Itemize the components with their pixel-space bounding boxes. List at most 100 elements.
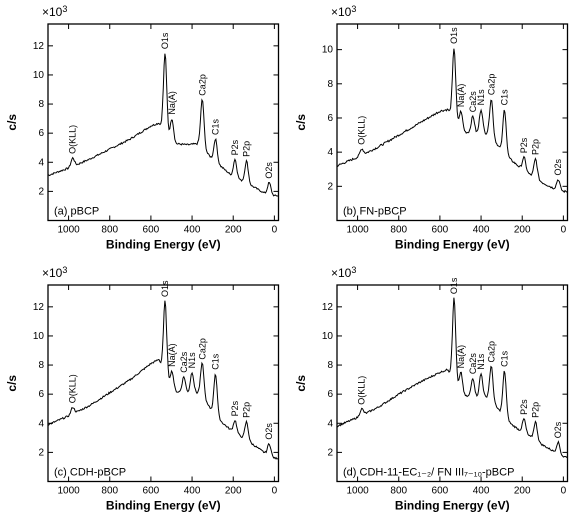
y-tick-label: 6: [327, 113, 333, 124]
x-tick-label: 0: [560, 485, 566, 496]
panel-b: ×103 2 4 6 8 10 1000 800 600 400 200 0 Binding Energ…: [289, 0, 577, 261]
y-tick-label: 8: [38, 99, 44, 110]
panel-caption: (a) pBCP: [54, 206, 99, 218]
peak-label: P2p: [242, 141, 252, 157]
panel-a: ×1032468101210008006004002000Binding Ene…: [0, 0, 289, 261]
peak-label: O2s: [264, 422, 274, 439]
x-tick-label: 400: [472, 225, 489, 236]
y-tick-label: 4: [38, 418, 44, 429]
peak-label: O(KLL): [356, 116, 366, 145]
peak-label: P2s: [230, 400, 240, 416]
y-tick-label: 2: [327, 447, 333, 458]
peak-label: Na(A): [167, 343, 177, 367]
y-tick-label: 8: [327, 79, 333, 90]
y-tick-label: 12: [33, 301, 45, 312]
x-tick-label: 600: [143, 485, 160, 496]
y-tick-label: 10: [321, 45, 333, 56]
y-multiplier: ×103: [331, 4, 356, 19]
peak-label: C1s: [211, 353, 221, 370]
y-tick-label: 12: [321, 301, 333, 312]
x-tick-label: 800: [101, 485, 118, 496]
x-tick-label: 1000: [57, 225, 80, 236]
peak-label: O1s: [449, 27, 459, 44]
x-tick-label: 200: [513, 485, 530, 496]
y-tick-label: 6: [38, 128, 44, 139]
x-tick-label: 200: [225, 225, 242, 236]
chart-panel: ×1032468101210008006004002000Binding Ene…: [289, 261, 577, 521]
peak-label: N1s: [476, 89, 486, 106]
x-axis-label: Binding Energy (eV): [394, 498, 509, 512]
panel-c: ×1032468101210008006004002000Binding Ene…: [0, 261, 289, 521]
peak-label: O2s: [264, 162, 274, 179]
y-tick-label: 6: [327, 389, 333, 400]
y-tick-label: 2: [38, 447, 44, 458]
x-tick-label: 1000: [346, 225, 369, 236]
y-tick-label: 2: [327, 181, 333, 192]
x-tick-label: 600: [431, 485, 448, 496]
plot-frame: [337, 285, 568, 482]
x-tick-label: 200: [513, 225, 530, 236]
x-tick-label: 600: [143, 225, 160, 236]
chart-panel: ×1032468101210008006004002000Binding Ene…: [0, 261, 289, 521]
y-multiplier: ×103: [331, 265, 356, 280]
peak-label: O2s: [553, 421, 563, 438]
x-tick-label: 400: [472, 485, 489, 496]
panel-caption: (c) CDH-pBCP: [54, 466, 126, 478]
peak-label: O2s: [553, 158, 563, 175]
x-tick-label: 400: [184, 225, 201, 236]
y-tick-label: 4: [327, 147, 333, 158]
x-tick-label: 600: [431, 225, 448, 236]
x-tick-label: 400: [184, 485, 201, 496]
peak-label: Ca2p: [486, 340, 496, 362]
peak-label: Na(A): [167, 91, 177, 115]
peak-label: P2p: [242, 401, 252, 417]
panel-caption: (d) CDH-11-EC₁₋₂/ FN III₇₋₁₀-pBCP: [343, 466, 514, 478]
y-tick-label: 6: [38, 389, 44, 400]
x-axis-label: Binding Energy (eV): [394, 238, 509, 252]
x-tick-label: 1000: [57, 485, 80, 496]
peak-label: O1s: [160, 280, 170, 297]
y-tick-label: 8: [327, 360, 333, 371]
x-tick-label: 0: [272, 485, 278, 496]
x-tick-label: 800: [390, 225, 407, 236]
peak-label: O(KLL): [356, 375, 366, 404]
peak-label: Na(A): [455, 84, 465, 108]
peak-label: Na(A): [455, 344, 465, 368]
chart-panel: ×103 2 4 6 8 10 1000 800 600 400 200 0 Binding Energ…: [289, 0, 577, 261]
plot-frame: [337, 24, 568, 221]
peak-label: O(KLL): [68, 374, 78, 403]
peak-label: P2s: [519, 137, 529, 153]
peak-label: C1s: [499, 89, 509, 106]
y-multiplier: ×103: [42, 265, 67, 280]
peak-label: Ca2p: [197, 74, 207, 96]
y-tick-label: 4: [327, 418, 333, 429]
y-axis-label: c/s: [294, 114, 308, 131]
plot-frame: [48, 24, 279, 221]
plot-frame: [48, 285, 279, 482]
y-tick-label: 10: [33, 70, 45, 81]
x-axis-label: Binding Energy (eV): [106, 498, 221, 512]
x-tick-label: 800: [101, 225, 118, 236]
y-tick-label: 10: [33, 330, 45, 341]
x-axis-label: Binding Energy (eV): [106, 238, 221, 252]
x-tick-label: 0: [272, 225, 278, 236]
peak-label: P2p: [530, 139, 540, 155]
x-tick-label: 1000: [346, 485, 369, 496]
peak-label: O1s: [449, 277, 459, 294]
y-axis-label: c/s: [294, 374, 308, 391]
peak-label: P2s: [230, 139, 240, 155]
x-tick-label: 0: [560, 225, 566, 236]
y-tick-label: 4: [38, 157, 44, 168]
y-tick-label: 10: [321, 330, 333, 341]
y-multiplier: ×103: [42, 4, 67, 19]
chart-panel: ×1032468101210008006004002000Binding Ene…: [0, 0, 289, 261]
peak-label: N1s: [187, 351, 197, 368]
y-axis-label: c/s: [5, 374, 19, 391]
y-tick-label: 2: [38, 186, 44, 197]
peak-label: C1s: [211, 118, 221, 135]
panel-d: ×1032468101210008006004002000Binding Ene…: [289, 261, 577, 521]
panel-caption: (b) FN-pBCP: [343, 206, 407, 218]
peak-label: O1s: [160, 32, 170, 49]
peak-label: Ca2p: [197, 338, 207, 360]
y-axis-label: c/s: [5, 114, 19, 131]
